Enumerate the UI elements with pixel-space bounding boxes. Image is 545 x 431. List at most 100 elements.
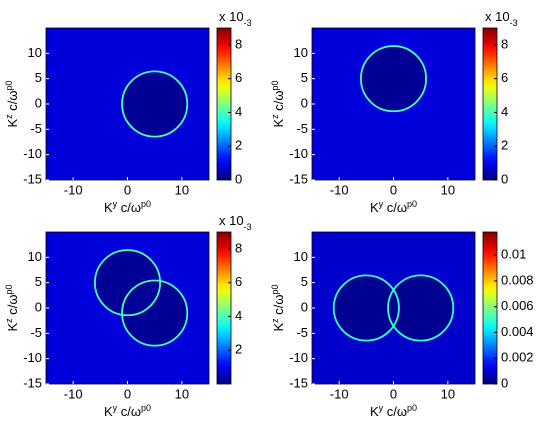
colorbar-tick-label: 4 bbox=[501, 104, 508, 119]
x-axis-label: Ky c/ωp0 bbox=[370, 199, 417, 215]
y-tick-label: 5 bbox=[301, 70, 308, 85]
colorbar-tick-label: 0.01 bbox=[501, 247, 526, 262]
colorbar-tick-label: 6 bbox=[235, 70, 242, 85]
colorbar-multiplier-part: -3 bbox=[510, 18, 518, 28]
x-axis-label-part: c/ω bbox=[383, 200, 407, 215]
field bbox=[359, 45, 427, 113]
x-tick-label: 10 bbox=[175, 386, 189, 401]
x-tick-label: 0 bbox=[124, 386, 131, 401]
ring bbox=[94, 249, 161, 317]
x-tick-label: 0 bbox=[124, 182, 131, 197]
ring-inside bbox=[122, 280, 188, 346]
x-axis-label-part: K bbox=[104, 200, 113, 215]
ring-inside bbox=[333, 275, 399, 341]
x-axis-label-part: y bbox=[113, 403, 118, 413]
x-tick-label: 0 bbox=[390, 386, 397, 401]
y-tick-label: 5 bbox=[301, 274, 308, 289]
y-tick-label: 10 bbox=[28, 45, 42, 60]
y-tick-label: 0 bbox=[35, 95, 42, 110]
y-axis-label-part: c/ω bbox=[5, 90, 20, 114]
colorbar-tick-label: 8 bbox=[235, 240, 242, 255]
colorbar-tick-label: 0.004 bbox=[501, 324, 534, 339]
y-axis-label-part: z bbox=[270, 318, 280, 323]
y-axis-label: Kz c/ωp0 bbox=[4, 284, 20, 331]
y-axis-label: Kz c/ωp0 bbox=[270, 80, 286, 127]
x-axis-label: Ky c/ωp0 bbox=[370, 403, 417, 419]
x-tick-label: 0 bbox=[390, 182, 397, 197]
y-axis-label-part: c/ω bbox=[5, 294, 20, 318]
y-tick-label: -5 bbox=[30, 325, 42, 340]
x-tick-label: 10 bbox=[175, 182, 189, 197]
x-axis-label-part: c/ω bbox=[383, 404, 407, 419]
ring bbox=[332, 274, 400, 342]
y-tick-label: -5 bbox=[296, 325, 308, 340]
x-axis-label-part: K bbox=[370, 200, 379, 215]
y-tick-label: -10 bbox=[23, 350, 42, 365]
ring bbox=[359, 45, 427, 113]
colorbar-tick-label: 0.008 bbox=[501, 272, 534, 287]
colorbar-tick-label: 8 bbox=[501, 36, 508, 51]
y-tick-label: 10 bbox=[294, 45, 308, 60]
colorbar-multiplier-part: x 10 bbox=[485, 9, 510, 24]
x-tick-label: -10 bbox=[64, 386, 83, 401]
x-axis-label-part: y bbox=[379, 199, 384, 209]
y-axis-label-part: p0 bbox=[4, 284, 14, 294]
y-tick-label: 0 bbox=[301, 299, 308, 314]
x-tick-label: -10 bbox=[330, 386, 349, 401]
colorbar-multiplier: x 10-3 bbox=[219, 9, 252, 28]
y-axis-label-part: p0 bbox=[4, 80, 14, 90]
colorbar-multiplier-part: x 10 bbox=[219, 9, 244, 24]
y-axis-label-part: c/ω bbox=[271, 294, 286, 318]
field bbox=[121, 70, 189, 138]
y-axis-label: Kz c/ωp0 bbox=[270, 284, 286, 331]
x-axis-label-part: p0 bbox=[407, 403, 417, 413]
x-axis-label-part: c/ω bbox=[117, 200, 141, 215]
colorbar-multiplier: x 10-3 bbox=[219, 213, 252, 232]
y-axis-label-part: K bbox=[271, 119, 286, 128]
x-axis-label-part: c/ω bbox=[117, 404, 141, 419]
ring-inside bbox=[122, 71, 188, 137]
colorbar-multiplier: x 10-3 bbox=[485, 9, 518, 28]
colorbar-tick-label: 8 bbox=[235, 36, 242, 51]
colorbar bbox=[482, 231, 498, 385]
colorbar bbox=[216, 231, 232, 385]
y-axis-label-part: z bbox=[4, 114, 14, 119]
y-tick-label: -5 bbox=[30, 121, 42, 136]
colorbar-tick-label: 6 bbox=[235, 274, 242, 289]
colorbar-tick-label: 0.006 bbox=[501, 298, 534, 313]
colorbar bbox=[482, 27, 498, 181]
y-tick-label: 0 bbox=[35, 299, 42, 314]
colorbar-multiplier-part: x 10 bbox=[219, 213, 244, 228]
colorbar-tick-label: 2 bbox=[501, 138, 508, 153]
ring bbox=[387, 274, 455, 342]
x-axis-label-part: p0 bbox=[407, 199, 417, 209]
colorbar-tick-label: 0 bbox=[501, 171, 508, 186]
x-axis-label: Ky c/ωp0 bbox=[104, 403, 151, 419]
colorbar-tick-label: 0.002 bbox=[501, 350, 534, 365]
field bbox=[332, 274, 455, 342]
y-axis-label-part: c/ω bbox=[271, 90, 286, 114]
ring-inside bbox=[388, 275, 454, 341]
y-tick-label: 0 bbox=[301, 95, 308, 110]
y-tick-label: -10 bbox=[23, 146, 42, 161]
y-axis-label-part: K bbox=[5, 119, 20, 128]
x-tick-label: 10 bbox=[441, 182, 455, 197]
x-tick-label: -10 bbox=[64, 182, 83, 197]
y-tick-label: -15 bbox=[23, 171, 42, 186]
x-axis-label-part: y bbox=[379, 403, 384, 413]
colorbar-tick-label: 2 bbox=[235, 342, 242, 357]
y-axis-label-part: p0 bbox=[270, 80, 280, 90]
colorbar-tick-label: 4 bbox=[235, 104, 242, 119]
y-tick-label: 5 bbox=[35, 70, 42, 85]
x-axis-label-part: p0 bbox=[141, 403, 151, 413]
y-tick-label: 10 bbox=[28, 249, 42, 264]
y-axis-label-part: z bbox=[4, 318, 14, 323]
x-axis-label-part: K bbox=[104, 404, 113, 419]
colorbar bbox=[216, 27, 232, 181]
y-tick-label: -5 bbox=[296, 121, 308, 136]
ring bbox=[121, 70, 189, 138]
y-tick-label: -10 bbox=[289, 146, 308, 161]
colorbar-multiplier-part: -3 bbox=[244, 222, 252, 232]
x-axis-label-part: y bbox=[113, 199, 118, 209]
